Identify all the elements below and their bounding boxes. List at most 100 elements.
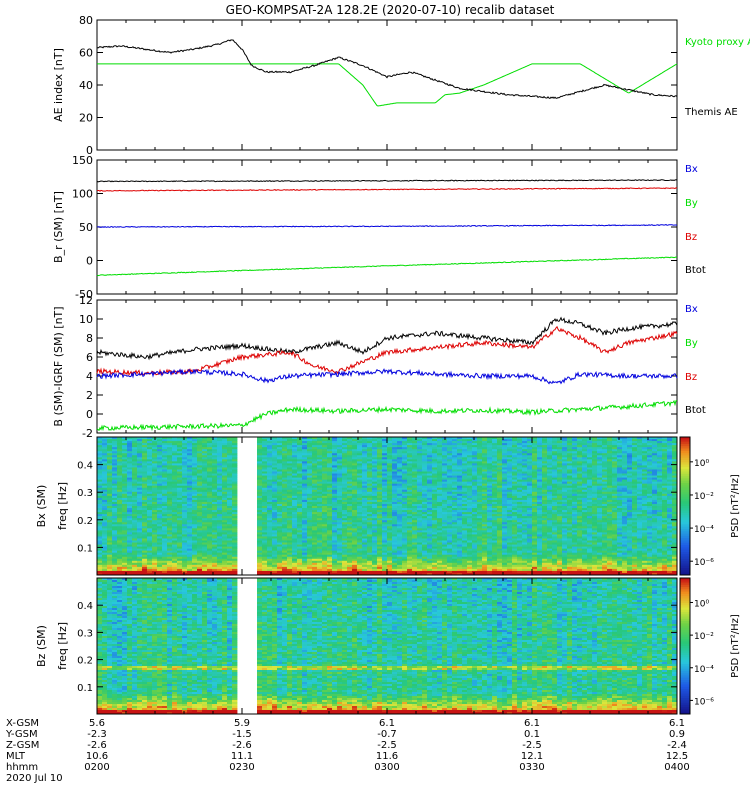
heat-cell [257, 493, 263, 497]
heat-cell [302, 512, 308, 515]
heat-cell [437, 516, 443, 519]
heat-cell [442, 451, 448, 454]
heat-cell [187, 443, 193, 446]
heat-cell [97, 506, 103, 509]
heat-cell [337, 556, 343, 560]
heat-cell [112, 481, 118, 485]
heat-cell [442, 516, 448, 519]
heat-cell [162, 487, 168, 491]
heat-cell [202, 542, 208, 545]
heat-cell [217, 544, 223, 547]
heat-cell [267, 554, 273, 558]
heat-cell [307, 524, 313, 527]
heat-cell [307, 449, 313, 452]
heat-cell [112, 546, 118, 550]
heat-cell [197, 491, 203, 495]
heat-cell [462, 558, 468, 562]
heat-cell [262, 518, 268, 521]
heat-cell [212, 572, 218, 576]
heat-cell [137, 552, 143, 556]
heat-cell [317, 437, 323, 440]
heat-cell [412, 512, 418, 515]
heat-cell [257, 455, 263, 458]
heat-cell [152, 552, 158, 556]
heat-cell [292, 459, 298, 462]
heat-cell [187, 538, 193, 541]
heat-cell [452, 556, 458, 560]
heat-cell [262, 540, 268, 543]
heat-cell [257, 479, 263, 483]
heat-cell [152, 467, 158, 470]
heat-cell [407, 526, 413, 529]
series-line-by [96, 399, 678, 432]
heat-cell [107, 463, 113, 466]
heat-cell [437, 503, 443, 507]
heat-cell [202, 554, 208, 558]
heat-cell [317, 499, 323, 503]
heat-cell [407, 532, 413, 535]
heat-cell [397, 512, 403, 515]
heat-cell [302, 447, 308, 450]
heat-cell [212, 524, 218, 527]
heat-cell [137, 526, 143, 529]
heat-cell [322, 457, 328, 460]
heat-cell [392, 457, 398, 460]
heat-cell [177, 493, 183, 497]
heat-cell [277, 467, 283, 470]
heat-cell [312, 441, 318, 444]
heat-cell [382, 491, 388, 495]
heat-cell [422, 518, 428, 521]
heat-cell [362, 512, 368, 515]
heat-cell [127, 493, 133, 497]
heat-cell [192, 473, 198, 476]
heat-cell [137, 528, 143, 531]
heat-cell [457, 453, 463, 456]
heat-cell [347, 516, 353, 519]
heat-cell [262, 552, 268, 556]
heat-cell [432, 542, 438, 545]
heat-cell [152, 471, 158, 474]
heat-cell [197, 483, 203, 487]
heat-cell [227, 467, 233, 470]
heat-cell [402, 538, 408, 541]
heat-cell [177, 568, 183, 572]
heat-cell [107, 520, 113, 523]
heat-cell [192, 560, 198, 564]
heat-cell [192, 546, 198, 550]
heat-cell [292, 439, 298, 442]
heat-cell [287, 542, 293, 545]
heat-cell [227, 469, 233, 472]
heat-cell [112, 568, 118, 572]
heat-cell [367, 467, 373, 470]
heat-cell [207, 550, 213, 554]
heat-cell [387, 469, 393, 472]
heat-cell [232, 469, 238, 472]
heat-cell [412, 538, 418, 541]
heat-cell [112, 451, 118, 454]
heat-cell [172, 481, 178, 485]
heat-cell [112, 558, 118, 562]
heat-cell [267, 540, 273, 543]
heat-cell [427, 534, 433, 537]
heat-cell [262, 463, 268, 466]
heat-cell [447, 544, 453, 547]
heat-cell [112, 501, 118, 505]
heat-cell [442, 566, 448, 570]
heat-cell [452, 550, 458, 554]
heat-cell [402, 471, 408, 474]
heat-cell [107, 467, 113, 470]
heat-cell [327, 451, 333, 454]
heat-cell [282, 514, 288, 517]
heat-cell [422, 534, 428, 537]
heat-cell [162, 568, 168, 572]
heat-cell [407, 439, 413, 442]
heat-cell [197, 439, 203, 442]
heat-cell [412, 453, 418, 456]
heat-cell [192, 550, 198, 554]
heat-cell [467, 463, 473, 466]
heat-cell [317, 544, 323, 547]
heat-cell [332, 481, 338, 485]
heat-cell [197, 499, 203, 503]
heat-cell [367, 512, 373, 515]
heat-cell [442, 514, 448, 517]
